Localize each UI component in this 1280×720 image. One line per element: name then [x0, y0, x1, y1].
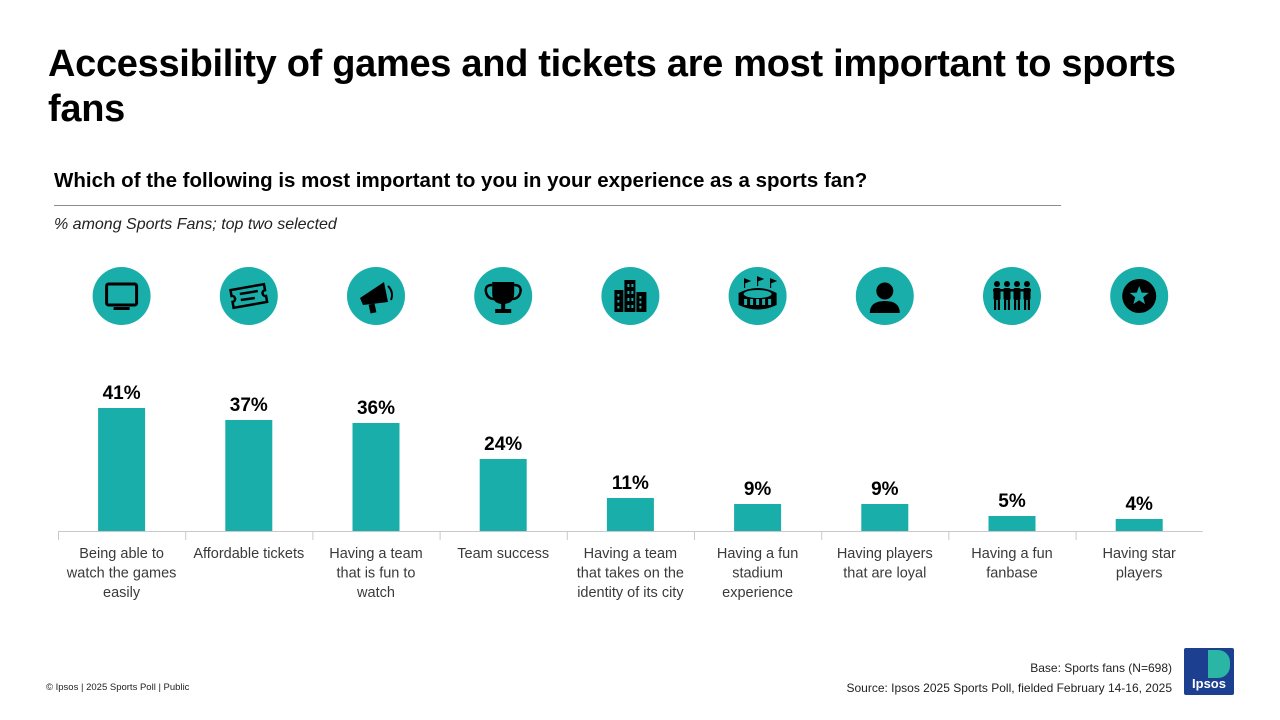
bar-8 [988, 516, 1036, 531]
category-label-7: Having players that are loyal [837, 546, 933, 582]
category-label-4: Team success [457, 546, 549, 562]
category-label-5: Having a team that takes on the identity o… [577, 546, 685, 601]
logo-shape-icon [1208, 650, 1230, 678]
chart-subtitle: % among Sports Fans; top two selected [54, 216, 337, 233]
survey-question: Which of the following is most important… [54, 169, 868, 192]
ipsos-logo: Ipsos [1184, 648, 1234, 695]
copyright-text: © Ipsos | 2025 Sports Poll | Public [46, 682, 190, 693]
category-label-9: Having star players [1103, 546, 1177, 582]
data-label-1: 41% [103, 383, 141, 404]
data-label-2: 37% [230, 395, 268, 416]
bar-7 [861, 504, 909, 531]
category-label-3: Having a team that is fun to watch [329, 546, 423, 601]
bar-4 [479, 459, 527, 531]
divider [54, 205, 1061, 206]
star-icon [1110, 267, 1169, 325]
source-note: Source: Ipsos 2025 Sports Poll, fielded … [846, 681, 1172, 695]
player-icon [855, 267, 914, 325]
stadium-icon [728, 267, 787, 325]
category-label-2: Affordable tickets [193, 546, 304, 562]
bar-9 [1115, 519, 1163, 531]
data-label-7: 9% [871, 479, 899, 500]
data-label-6: 9% [744, 479, 772, 500]
megaphone-icon [347, 267, 405, 325]
data-label-9: 4% [1125, 494, 1153, 515]
bar-3 [352, 423, 400, 531]
data-label-5: 11% [612, 473, 649, 494]
bar-1 [98, 408, 146, 531]
bar-chart: 41% Being able to watch the games easily 37%… [58, 267, 1203, 601]
base-note: Base: Sports fans (N=698) [1030, 661, 1172, 675]
data-label-8: 5% [998, 491, 1026, 512]
ticket-icon [219, 267, 278, 325]
category-label-8: Having a fun fanbase [971, 546, 1052, 582]
fans-icon [983, 267, 1041, 325]
data-label-4: 24% [484, 434, 522, 455]
bar-5 [606, 498, 654, 531]
page-title: Accessibility of games and tickets are m… [48, 43, 1176, 130]
data-label-3: 36% [357, 398, 395, 419]
logo-text: Ipsos [1192, 676, 1226, 691]
bar-6 [734, 504, 782, 531]
bar-2 [225, 420, 273, 531]
tv-icon [92, 267, 151, 325]
category-label-6: Having a fun stadium experience [717, 546, 798, 601]
city-icon [601, 267, 660, 325]
trophy-icon [474, 267, 533, 325]
category-label-1: Being able to watch the games easily [66, 546, 177, 601]
